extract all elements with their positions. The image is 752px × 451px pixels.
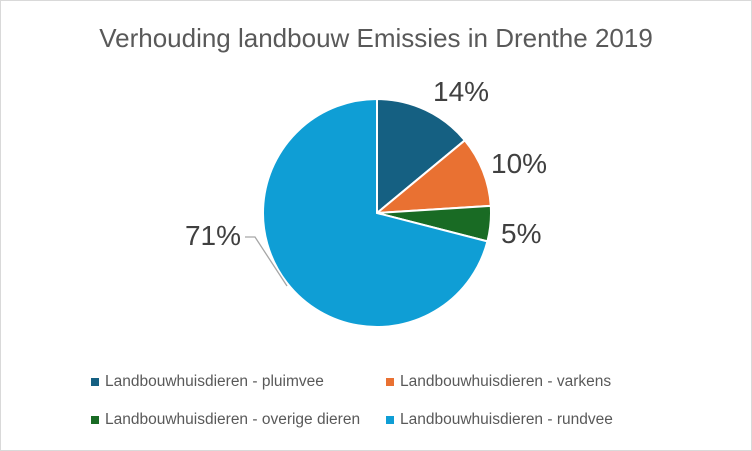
data-label-varkens: 10% (491, 148, 547, 179)
legend-swatch-overige-dieren (91, 416, 99, 424)
pie-slices (262, 97, 493, 328)
legend-swatch-rundvee (386, 416, 394, 424)
leader-line-rundvee (245, 236, 288, 287)
legend-swatch-varkens (386, 378, 394, 386)
chart-title: Verhouding landbouw Emissies in Drenthe … (99, 23, 653, 53)
pie-slice-pluimvee (376, 97, 467, 216)
legend-label-overige-dieren: Landbouwhuisdieren - overige dieren (105, 411, 361, 428)
pie-slice-rundvee (262, 97, 489, 328)
data-label-rundvee: 71% (185, 220, 241, 251)
data-labels: 14% 10% 5% 71% (185, 76, 547, 251)
legend-swatch-pluimvee (91, 378, 99, 386)
legend-item-rundvee: Landbouwhuisdieren - rundvee (386, 411, 613, 429)
data-label-pluimvee: 14% (433, 76, 489, 107)
pie-slice-varkens (373, 138, 492, 215)
legend-label-varkens: Landbouwhuisdieren - varkens (400, 373, 612, 390)
data-label-overige-dieren: 5% (501, 218, 541, 249)
legend-label-rundvee: Landbouwhuisdieren - rundvee (400, 411, 613, 428)
legend-item-varkens: Landbouwhuisdieren - varkens (386, 373, 611, 391)
leader-lines (245, 236, 288, 287)
legend-item-overige-dieren: Landbouwhuisdieren - overige dieren (91, 411, 360, 429)
legend-item-pluimvee: Landbouwhuisdieren - pluimvee (91, 373, 324, 391)
legend-label-pluimvee: Landbouwhuisdieren - pluimvee (105, 373, 324, 390)
